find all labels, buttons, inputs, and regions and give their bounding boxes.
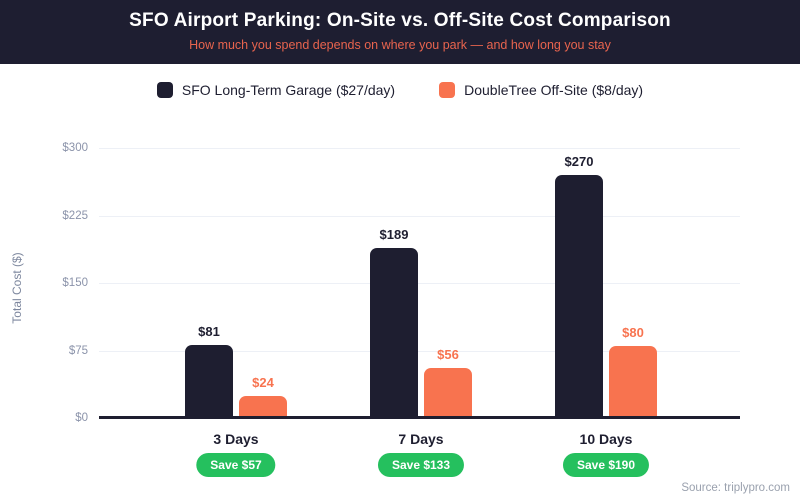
legend-item-off-site: DoubleTree Off-Site ($8/day) — [439, 82, 643, 98]
chart-subtitle: How much you spend depends on where you … — [189, 38, 611, 52]
value-label: $24 — [252, 375, 274, 391]
legend-swatch-on-site — [156, 82, 173, 98]
gridline-$300 — [99, 148, 740, 149]
source-attribution: Source: triplypro.com — [681, 482, 790, 494]
value-label: $56 — [437, 346, 459, 362]
savings-badge: Save $133 — [377, 453, 465, 477]
y-tick-label: $300 — [62, 142, 88, 154]
legend-label-off-site: DoubleTree Off-Site ($8/day) — [464, 82, 644, 98]
gridline-$75 — [99, 350, 740, 352]
chart-title: SFO Airport Parking: On-Site vs. Off-Sit… — [129, 10, 671, 31]
legend-swatch-off-site — [439, 82, 456, 98]
gridline-$150 — [99, 283, 740, 284]
bar-3-days-on-site — [185, 345, 233, 418]
bar-3-days-off-site — [239, 396, 287, 418]
legend-label-on-site: SFO Long-Term Garage ($27/day) — [181, 82, 396, 98]
category-label: 10 Days — [579, 431, 633, 447]
savings-badge: Save $57 — [196, 453, 276, 477]
bar-7-days-off-site — [424, 367, 472, 418]
category-label: 3 Days — [213, 431, 259, 447]
gridline-$225 — [99, 215, 740, 217]
value-label: $81 — [198, 324, 220, 340]
y-tick-label: $75 — [68, 344, 88, 357]
legend-item-on-site: SFO Long-Term Garage ($27/day) — [156, 82, 396, 98]
y-tick-label: $225 — [62, 209, 88, 222]
chart-legend: SFO Long-Term Garage ($27/day) DoubleTre… — [0, 82, 800, 98]
y-tick-label: $150 — [62, 277, 88, 289]
chart-header: SFO Airport Parking: On-Site vs. Off-Sit… — [0, 0, 800, 64]
category-label: 7 Days — [398, 431, 444, 447]
value-label: $270 — [564, 154, 594, 169]
bar-10-days-on-site — [555, 175, 603, 418]
savings-badge: Save $190 — [562, 453, 650, 477]
y-axis-title: Total Cost ($) — [10, 252, 24, 324]
bar-7-days-on-site — [370, 247, 418, 418]
y-tick-label: $0 — [75, 412, 88, 424]
value-label: $80 — [622, 325, 644, 340]
x-axis-line — [99, 416, 740, 419]
bar-10-days-off-site — [609, 346, 657, 418]
value-label: $189 — [379, 226, 409, 242]
